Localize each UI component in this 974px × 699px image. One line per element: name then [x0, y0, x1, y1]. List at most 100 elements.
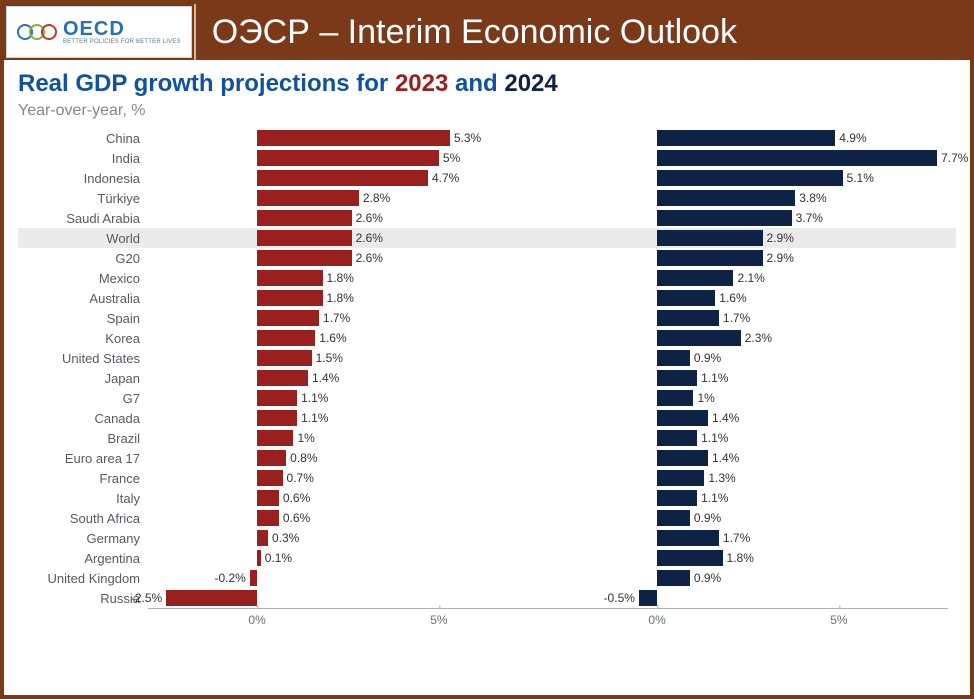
table-row: Japan1.4%1.1%	[18, 368, 956, 388]
table-row: Euro area 17 0.8% 1.4%	[18, 448, 956, 468]
bar-value-label: -0.5%	[604, 590, 635, 606]
oecd-logo: OECD BETTER POLICIES FOR BETTER LIVES	[6, 6, 192, 58]
bar	[257, 150, 439, 166]
table-row: Indonesia4.7%5.1%	[18, 168, 956, 188]
bar	[657, 350, 690, 366]
table-row: India5%7.7%	[18, 148, 956, 168]
bar-value-label: 1.4%	[712, 450, 739, 466]
row-label: Italy	[18, 491, 148, 506]
chart-title: Real GDP growth projections for 2023 and…	[18, 70, 956, 98]
row-label: United Kingdom	[18, 571, 148, 586]
axis-tick: 0%	[248, 609, 265, 627]
bar-value-label: 1.1%	[701, 490, 728, 506]
bar-value-label: 1.6%	[319, 330, 346, 346]
bar-value-label: 1.4%	[712, 410, 739, 426]
bar	[257, 250, 352, 266]
table-row: G7 1.1% 1%	[18, 388, 956, 408]
bar-value-label: 1.8%	[727, 550, 754, 566]
bar-value-label: 2.6%	[356, 250, 383, 266]
table-row: United Kingdom-0.2%0.9%	[18, 568, 956, 588]
row-label: G7	[18, 391, 148, 406]
bar	[657, 170, 842, 186]
chart-subtitle: Year-over-year, %	[18, 102, 956, 120]
bar	[657, 330, 741, 346]
chart-area: Real GDP growth projections for 2023 and…	[4, 60, 970, 636]
bar-value-label: 2.3%	[745, 330, 772, 346]
bar	[657, 430, 697, 446]
bar-value-label: 0.6%	[283, 510, 310, 526]
bar-value-label: 3.7%	[796, 210, 823, 226]
bar	[257, 530, 268, 546]
bar-value-label: 2.8%	[363, 190, 390, 206]
bar	[257, 230, 352, 246]
bar-value-label: -2.5%	[131, 590, 162, 606]
bar	[257, 190, 359, 206]
bar-value-label: 1.1%	[701, 430, 728, 446]
table-row: Korea1.6%2.3%	[18, 328, 956, 348]
row-label: South Africa	[18, 511, 148, 526]
bar	[657, 410, 708, 426]
table-row: Italy0.6%1.1%	[18, 488, 956, 508]
bar-value-label: 0.7%	[287, 470, 314, 486]
bar-value-label: 1.7%	[723, 310, 750, 326]
bar-value-label: 1.1%	[301, 410, 328, 426]
table-row: Germany 0.3% 1.7%	[18, 528, 956, 548]
row-label: Germany	[18, 531, 148, 546]
row-label: Argentina	[18, 551, 148, 566]
table-row: Canada1.1%1.4%	[18, 408, 956, 428]
axis-tick: 5%	[430, 609, 447, 627]
logo-text: OECD	[63, 19, 181, 39]
bar	[657, 210, 792, 226]
bar-value-label: 0.9%	[694, 510, 721, 526]
bar-value-label: 5.1%	[847, 170, 874, 186]
slide-title: ОЭСР – Interim Economic Outlook	[212, 13, 737, 52]
header-bar: OECD BETTER POLICIES FOR BETTER LIVES ОЭ…	[4, 4, 970, 60]
table-row: Spain1.7%1.7%	[18, 308, 956, 328]
table-row: South Africa 0.6% 0.9%	[18, 508, 956, 528]
bar-value-label: 1.1%	[701, 370, 728, 386]
bar-value-label: 2.6%	[356, 230, 383, 246]
axis-tick: 5%	[830, 609, 847, 627]
bar	[657, 450, 708, 466]
bar	[257, 310, 319, 326]
table-row: Russia-2.5%-0.5%	[18, 588, 956, 608]
oecd-rings-icon	[17, 24, 57, 40]
bar	[250, 570, 257, 586]
bar	[657, 150, 937, 166]
bar	[657, 490, 697, 506]
bar	[657, 370, 697, 386]
row-label: G20	[18, 251, 148, 266]
chart-rows: China5.3%4.9%India5%7.7%Indonesia4.7%5.1…	[18, 128, 956, 608]
bar	[257, 370, 308, 386]
bar	[257, 450, 286, 466]
bar	[166, 590, 257, 606]
row-label: Saudi Arabia	[18, 211, 148, 226]
bar	[657, 270, 733, 286]
chart-title-main: Real GDP growth projections for	[18, 70, 395, 97]
bar-value-label: 4.7%	[432, 170, 459, 186]
bar	[257, 130, 450, 146]
bar	[657, 250, 762, 266]
bar-value-label: 1%	[697, 390, 714, 406]
bar-value-label: 5%	[443, 150, 460, 166]
bar-value-label: 0.3%	[272, 530, 299, 546]
chart-title-2023: 2023	[395, 70, 448, 97]
bar-value-label: 0.8%	[290, 450, 317, 466]
bar-value-label: 1.7%	[723, 530, 750, 546]
slide-frame: OECD BETTER POLICIES FOR BETTER LIVES ОЭ…	[0, 0, 974, 699]
bar	[257, 290, 322, 306]
table-row: Argentina0.1%1.8%	[18, 548, 956, 568]
bar-value-label: 1.6%	[719, 290, 746, 306]
row-label: Euro area 17	[18, 451, 148, 466]
table-row: China5.3%4.9%	[18, 128, 956, 148]
bar-value-label: 2.9%	[767, 230, 794, 246]
row-label: Brazil	[18, 431, 148, 446]
bar	[257, 170, 428, 186]
row-label: India	[18, 151, 148, 166]
bar-value-label: 1.1%	[301, 390, 328, 406]
bar-value-label: 1.5%	[316, 350, 343, 366]
bar-value-label: 2.6%	[356, 210, 383, 226]
axis-tick: 0%	[648, 609, 665, 627]
bar	[257, 430, 293, 446]
row-label: Türkiye	[18, 191, 148, 206]
